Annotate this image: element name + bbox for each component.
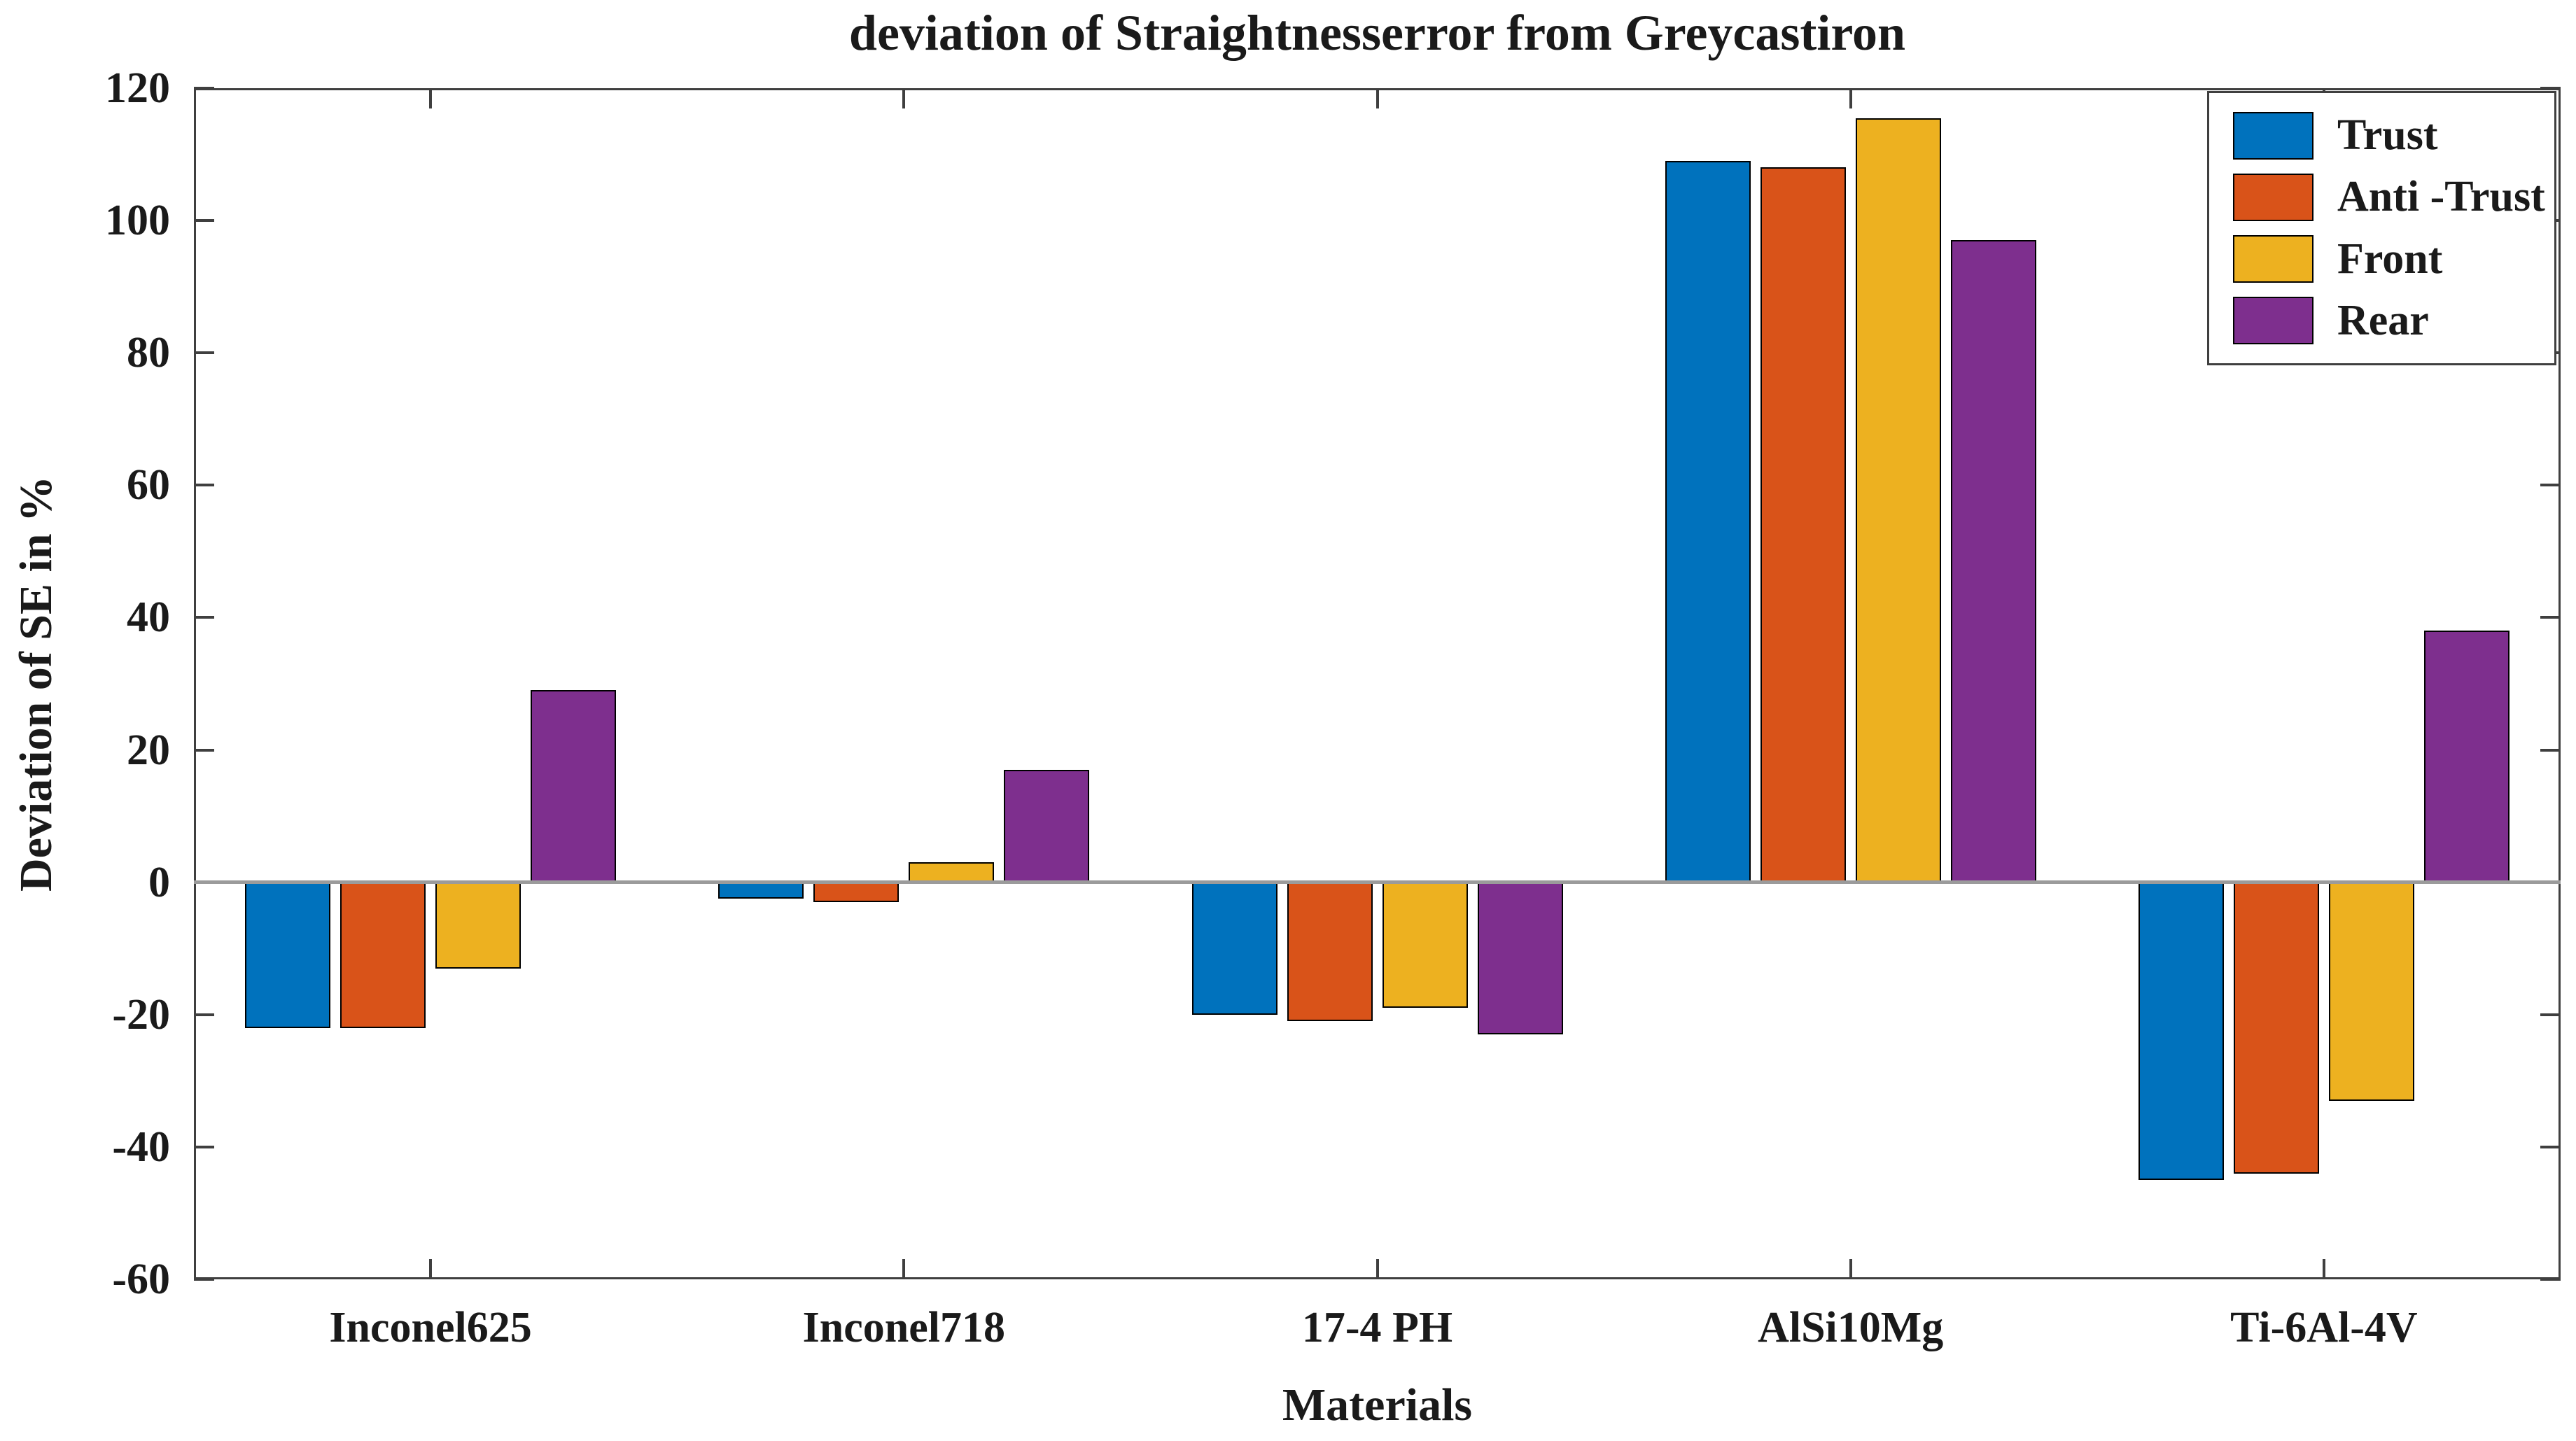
bar-anti-trust-ti-6al-4v: [2233, 882, 2319, 1174]
x-tick-label-inconel718: Inconel718: [802, 1304, 1005, 1351]
legend-item-trust: Trust: [2223, 111, 2540, 160]
y-tick-left: [194, 748, 214, 752]
x-tick-bottom: [902, 1259, 906, 1279]
y-tick-right: [2540, 484, 2561, 487]
legend-swatch-front: [2233, 235, 2314, 283]
zero-baseline: [194, 880, 2561, 885]
legend-label-anti-trust: Anti -Trust: [2337, 173, 2545, 221]
bar-rear-inconel718: [1004, 769, 1090, 883]
y-tick-right: [2540, 1145, 2561, 1148]
bar-anti-trust-17-4-ph: [1287, 882, 1373, 1022]
y-tick-left: [194, 1145, 214, 1148]
y-tick-right: [2540, 87, 2561, 90]
x-axis-label: Materials: [1282, 1379, 1473, 1431]
y-tick-left: [194, 219, 214, 223]
bar-anti-trust-alsi10mg: [1760, 167, 1846, 883]
y-tick-label: -20: [112, 990, 170, 1039]
bar-rear-alsi10mg: [1950, 240, 2036, 883]
y-tick-label: 20: [127, 726, 170, 774]
y-tick-right: [2540, 616, 2561, 619]
y-tick-label: 40: [127, 593, 170, 642]
x-tick-top: [429, 88, 433, 108]
legend-swatch-rear: [2233, 297, 2314, 345]
y-tick-left: [194, 87, 214, 90]
y-tick-label: 100: [105, 197, 170, 245]
x-tick-label-17-4-ph: 17-4 PH: [1301, 1304, 1453, 1351]
y-tick-left: [194, 1278, 214, 1281]
y-tick-label: -40: [112, 1123, 170, 1171]
y-tick-label: 80: [127, 329, 170, 377]
bar-rear-inconel625: [531, 690, 617, 883]
bar-trust-alsi10mg: [1665, 161, 1751, 883]
legend-swatch-trust: [2233, 111, 2314, 160]
x-tick-top: [1376, 88, 1379, 108]
bar-front-inconel625: [435, 882, 522, 969]
bar-front-17-4-ph: [1382, 882, 1468, 1008]
bar-trust-17-4-ph: [1191, 882, 1278, 1015]
y-tick-left: [194, 484, 214, 487]
legend-item-anti-trust: Anti -Trust: [2223, 172, 2545, 222]
y-tick-left: [194, 351, 214, 355]
bar-front-ti-6al-4v: [2328, 882, 2414, 1101]
legend-label-front: Front: [2337, 234, 2443, 283]
bar-front-alsi10mg: [1855, 118, 1941, 883]
y-tick-label: -60: [112, 1256, 170, 1303]
x-tick-bottom: [1376, 1259, 1379, 1279]
legend-item-front: Front: [2223, 234, 2540, 284]
legend-label-rear: Rear: [2337, 296, 2429, 344]
x-tick-label-ti-6al-4v: Ti-6Al-4V: [2230, 1304, 2418, 1351]
bar-front-inconel718: [909, 862, 995, 883]
x-tick-label-inconel625: Inconel625: [329, 1304, 532, 1351]
bar-anti-trust-inconel718: [813, 882, 899, 903]
x-tick-bottom: [2322, 1259, 2325, 1279]
bar-trust-inconel718: [718, 882, 804, 899]
x-tick-bottom: [1849, 1259, 1852, 1279]
legend-label-trust: Trust: [2337, 111, 2438, 160]
x-tick-label-alsi10mg: AlSi10Mg: [1758, 1304, 1944, 1351]
x-tick-bottom: [429, 1259, 433, 1279]
legend: Trust Anti -Trust Front Rear: [2207, 91, 2556, 365]
chart-title: deviation of Straightnesserror from Grey…: [848, 5, 1906, 61]
bar-trust-inconel625: [245, 882, 331, 1028]
y-tick-label: 60: [127, 461, 170, 509]
legend-swatch-anti-trust: [2233, 173, 2314, 221]
y-tick-label: 0: [148, 858, 170, 906]
bar-rear-ti-6al-4v: [2423, 631, 2510, 883]
bar-anti-trust-inconel625: [340, 882, 426, 1028]
bar-trust-ti-6al-4v: [2138, 882, 2224, 1181]
y-tick-left: [194, 1013, 214, 1016]
y-tick-right: [2540, 1013, 2561, 1016]
y-tick-label: 120: [105, 64, 170, 112]
legend-item-rear: Rear: [2223, 296, 2540, 346]
bar-rear-17-4-ph: [1477, 882, 1563, 1035]
y-tick-left: [194, 616, 214, 619]
y-tick-right: [2540, 748, 2561, 752]
x-tick-top: [902, 88, 906, 108]
x-tick-top: [1849, 88, 1852, 108]
y-tick-right: [2540, 1278, 2561, 1281]
